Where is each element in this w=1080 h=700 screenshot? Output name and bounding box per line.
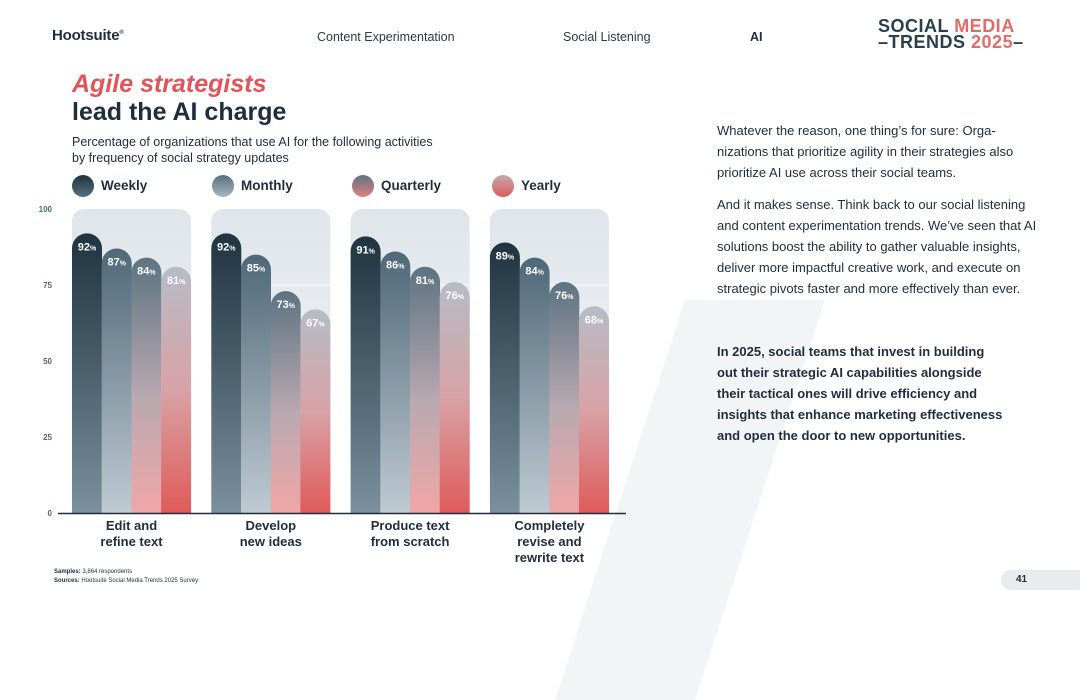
data-label: 87%	[107, 257, 126, 269]
y-tick-label: 75	[43, 281, 52, 290]
legend-dot-quarterly	[352, 175, 374, 197]
bar-weekly	[350, 236, 381, 514]
legend-label-yearly: Yearly	[521, 178, 561, 193]
page-title-line2: lead the AI charge	[72, 98, 287, 126]
data-label: 84%	[525, 266, 544, 278]
data-label: 85%	[247, 263, 266, 275]
data-label: 67%	[306, 317, 325, 329]
page-title-line1: Agile strategists	[72, 70, 267, 98]
nav-content-experimentation[interactable]: Content Experimentation	[317, 30, 455, 44]
bar-monthly	[101, 248, 132, 513]
x-category-label: Develop new ideas	[240, 518, 302, 549]
bar-monthly	[519, 257, 550, 513]
chart-subtitle: Percentage of organizations that use AI …	[72, 135, 433, 165]
bar-quarterly	[131, 257, 162, 513]
bar-quarterly	[549, 281, 580, 513]
data-label: 89%	[496, 250, 515, 262]
data-label: 92%	[78, 241, 97, 253]
footnote-sources: Sources: Hootsuite Social Media Trends 2…	[54, 578, 199, 584]
top-navigation: Hootsuite® Content Experimentation Socia…	[0, 0, 1080, 70]
bar-weekly	[489, 242, 520, 513]
legend-label-weekly: Weekly	[101, 178, 148, 193]
bar-yearly	[439, 281, 470, 513]
right-paragraph-2: And it makes sense. Think back to our so…	[717, 197, 1037, 296]
bar-yearly	[161, 266, 192, 513]
bar-monthly	[380, 251, 411, 513]
nav-social-listening[interactable]: Social Listening	[563, 30, 651, 44]
hootsuite-logo[interactable]: Hootsuite®	[52, 27, 124, 44]
bar-quarterly	[270, 291, 301, 513]
data-label: 81%	[416, 275, 435, 287]
chart-legend: Weekly Monthly Quarterly Yearly	[72, 175, 632, 199]
legend-dot-weekly	[72, 175, 94, 197]
legend-label-monthly: Monthly	[241, 178, 293, 193]
data-label: 76%	[445, 290, 464, 302]
data-label: 86%	[386, 260, 405, 272]
data-label: 92%	[217, 241, 236, 253]
data-label: 91%	[356, 244, 375, 256]
footnote-samples: Samples: 3,864 respondents	[54, 569, 133, 575]
data-label: 76%	[555, 290, 574, 302]
legend-dot-monthly	[212, 175, 234, 197]
data-label: 81%	[167, 275, 186, 287]
y-tick-label: 0	[48, 509, 53, 518]
y-tick-label: 50	[43, 357, 52, 366]
x-category-label: Edit and refine text	[100, 518, 163, 549]
y-tick-label: 25	[43, 433, 52, 442]
social-media-trends-brand: SOCIAL MEDIA –TRENDS 2025–	[878, 16, 1024, 52]
bar-quarterly	[410, 266, 440, 513]
x-category-label: Completely revise and rewrite text	[514, 518, 585, 565]
data-label: 68%	[585, 314, 604, 326]
page-number-badge: 41	[1001, 570, 1080, 590]
data-label: 84%	[137, 266, 156, 278]
nav-ai[interactable]: AI	[750, 30, 763, 44]
bar-weekly	[72, 233, 102, 514]
bar-weekly	[211, 233, 242, 514]
bar-chart: 0 25 50 75 100 92% 87% 84% 81% Edit and refine tex…	[39, 205, 626, 565]
y-tick-label: 100	[39, 205, 53, 214]
legend-dot-yearly	[492, 175, 514, 197]
data-label: 73%	[276, 299, 295, 311]
bar-monthly	[241, 254, 271, 513]
right-paragraph-1: Whatever the reason, one thing’s for sur…	[717, 123, 1014, 180]
x-category-label: Produce text from scratch	[371, 518, 450, 549]
bar-yearly	[300, 309, 331, 513]
page-number: 41	[1016, 574, 1028, 585]
right-paragraph-3: In 2025, social teams that invest in bui…	[717, 344, 1003, 443]
legend-label-quarterly: Quarterly	[381, 178, 442, 193]
bar-yearly	[579, 306, 609, 513]
